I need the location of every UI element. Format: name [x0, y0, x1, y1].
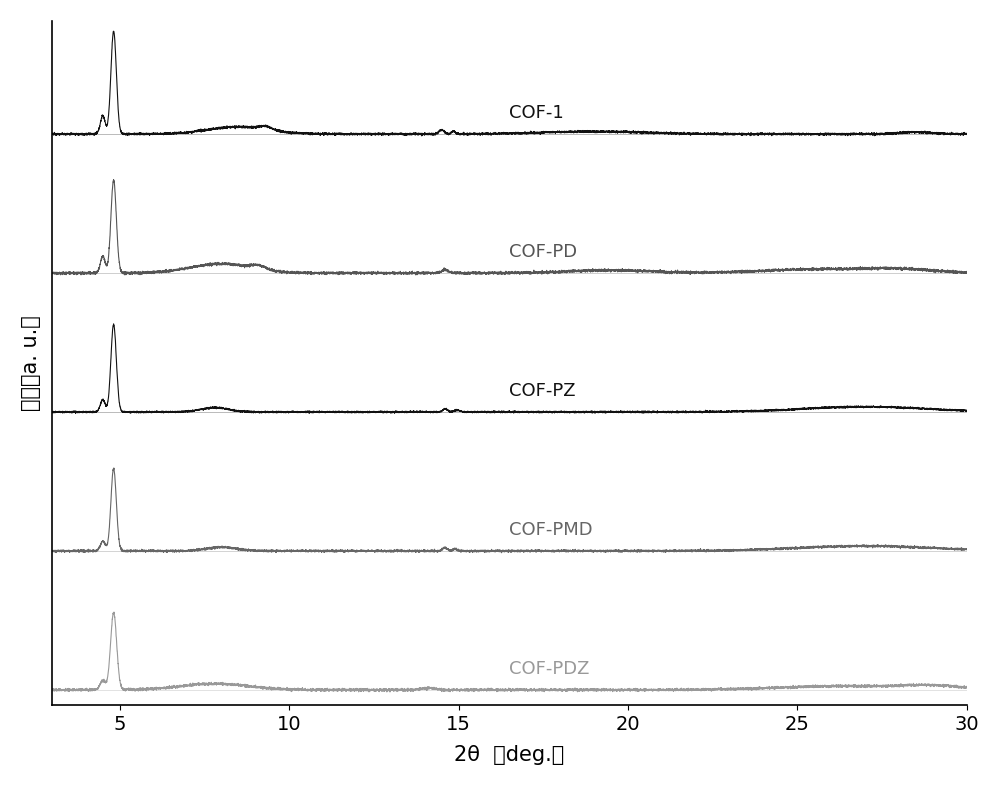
Text: COF-PZ: COF-PZ — [509, 382, 576, 399]
Text: COF-1: COF-1 — [509, 104, 564, 122]
Text: COF-PMD: COF-PMD — [509, 520, 593, 538]
Text: COF-PDZ: COF-PDZ — [509, 659, 590, 678]
X-axis label: 2θ  （deg.）: 2θ （deg.） — [454, 745, 565, 765]
Text: COF-PD: COF-PD — [509, 243, 578, 261]
Y-axis label: 强度（a. u.）: 强度（a. u.） — [21, 315, 41, 411]
